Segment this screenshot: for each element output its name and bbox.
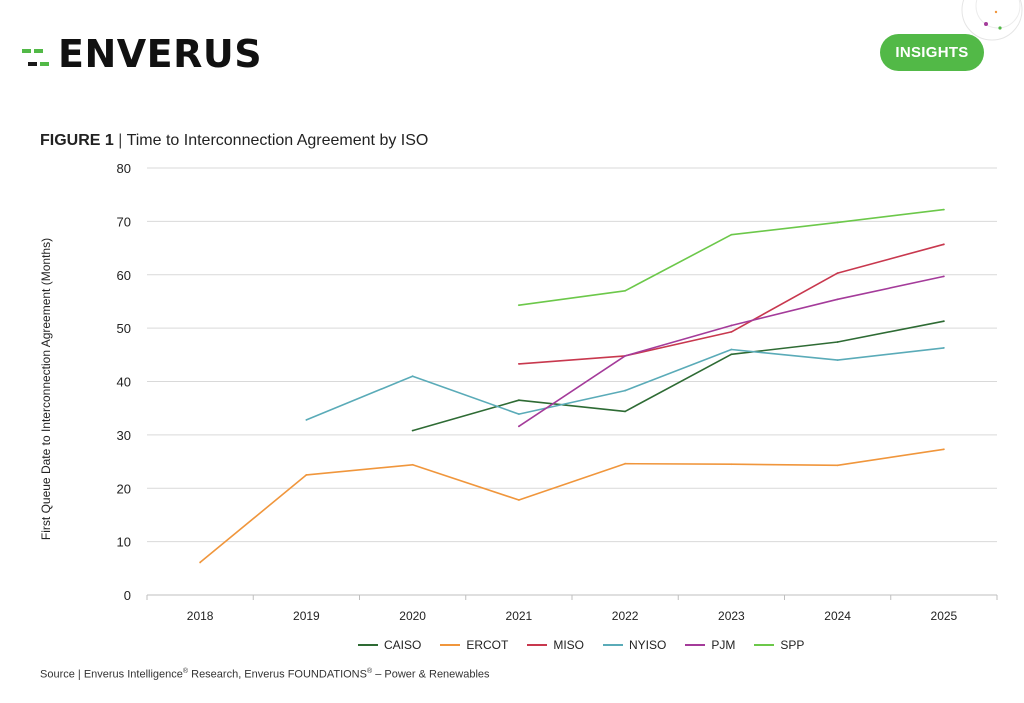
source-note: Source | Enverus Intelligence® Research,…	[40, 668, 490, 681]
data-point-ercot	[411, 463, 414, 466]
source-suffix: – Power & Renewables	[372, 668, 490, 681]
data-point-caiso	[942, 320, 945, 323]
data-point-caiso	[624, 410, 627, 413]
x-tick-label: 2018	[187, 609, 214, 623]
data-point-miso	[836, 272, 839, 275]
y-tick-label: 60	[117, 268, 131, 283]
figure-separator: |	[118, 132, 123, 149]
chart-legend: CAISO ERCOT MISO NYISO PJM SPP	[358, 638, 823, 652]
data-point-nyiso	[305, 419, 308, 421]
figure-label: FIGURE 1	[40, 132, 114, 149]
data-point-miso	[517, 362, 520, 365]
decorative-circles-icon	[961, 0, 1023, 41]
x-tick-label: 2020	[399, 609, 426, 623]
data-point-ercot	[836, 464, 839, 467]
source-prefix: Source | Enverus Intelligence	[40, 668, 183, 681]
insights-button[interactable]: INSIGHTS	[880, 34, 984, 71]
legend-swatch-nyiso	[603, 644, 624, 646]
x-tick-label: 2025	[931, 609, 958, 623]
y-tick-label: 70	[117, 214, 131, 229]
data-point-pjm	[836, 298, 839, 301]
x-tick-label: 2022	[612, 609, 639, 623]
enverus-logo[interactable]: ENVERUS	[22, 34, 262, 74]
logo-mark-icon	[22, 36, 56, 72]
legend-swatch-pjm	[685, 644, 706, 646]
figure-title-text: Time to Interconnection Agreement by ISO	[126, 132, 429, 149]
series-line-pjm	[518, 275, 945, 427]
x-tick-label: 2019	[293, 609, 320, 623]
y-tick-label: 30	[117, 428, 131, 443]
data-point-pjm	[517, 425, 520, 428]
data-point-ercot	[942, 448, 945, 451]
data-point-caiso	[730, 353, 733, 356]
data-point-caiso	[517, 399, 520, 402]
y-tick-label: 80	[117, 161, 131, 176]
legend-label-spp: SPP	[780, 638, 805, 652]
data-point-ercot	[517, 499, 520, 501]
data-point-spp	[624, 289, 627, 292]
legend-item-spp: SPP	[754, 638, 804, 652]
legend-item-nyiso: NYISO	[603, 638, 666, 652]
data-point-ercot	[730, 463, 733, 466]
series-line-caiso	[412, 320, 945, 432]
legend-swatch-miso	[527, 644, 548, 646]
series-line-ercot	[199, 448, 945, 564]
legend-item-ercot: ERCOT	[440, 638, 508, 652]
x-tick-label: 2023	[718, 609, 745, 623]
data-point-nyiso	[517, 413, 520, 415]
data-point-spp	[517, 304, 520, 307]
data-point-caiso	[411, 429, 414, 432]
series-line-nyiso	[306, 347, 944, 421]
series-line-miso	[518, 243, 945, 365]
y-tick-label: 40	[117, 375, 131, 390]
data-point-pjm	[730, 324, 733, 327]
data-point-spp	[730, 233, 733, 236]
data-point-nyiso	[624, 389, 627, 392]
legend-swatch-spp	[754, 644, 775, 646]
y-tick-label: 50	[117, 321, 131, 336]
figure-title: FIGURE 1 | Time to Interconnection Agree…	[40, 132, 428, 150]
x-tick-label: 2021	[506, 609, 533, 623]
data-point-pjm	[942, 275, 945, 278]
source-middle: Research, Enverus FOUNDATIONS	[188, 668, 367, 681]
data-point-nyiso	[411, 375, 414, 378]
legend-label-caiso: CAISO	[384, 638, 422, 652]
data-point-caiso	[836, 341, 839, 343]
legend-label-ercot: ERCOT	[466, 638, 509, 652]
y-tick-label: 20	[117, 481, 131, 496]
data-point-nyiso	[836, 359, 839, 362]
y-tick-label: 10	[117, 535, 131, 550]
data-point-ercot	[199, 561, 202, 564]
legend-swatch-ercot	[440, 644, 461, 646]
data-point-miso	[730, 330, 733, 333]
y-tick-label: 0	[124, 588, 131, 603]
data-point-spp	[836, 221, 839, 224]
data-point-nyiso	[730, 348, 733, 351]
legend-item-caiso: CAISO	[358, 638, 421, 652]
data-point-spp	[942, 208, 945, 211]
legend-swatch-caiso	[358, 644, 378, 646]
legend-label-nyiso: NYISO	[629, 638, 667, 652]
source-reg-mark-2: ®	[366, 668, 373, 675]
data-point-ercot	[305, 474, 308, 476]
data-point-pjm	[624, 354, 627, 357]
data-point-miso	[942, 243, 945, 246]
data-point-nyiso	[942, 346, 945, 349]
logo-text: ENVERUS	[58, 32, 263, 76]
legend-label-pjm: PJM	[711, 638, 736, 652]
source-reg-mark-1: ®	[182, 668, 189, 675]
legend-label-miso: MISO	[553, 638, 585, 652]
data-point-ercot	[624, 462, 627, 465]
x-tick-label: 2024	[824, 609, 851, 623]
legend-item-pjm: PJM	[685, 638, 735, 652]
legend-item-miso: MISO	[527, 638, 584, 652]
